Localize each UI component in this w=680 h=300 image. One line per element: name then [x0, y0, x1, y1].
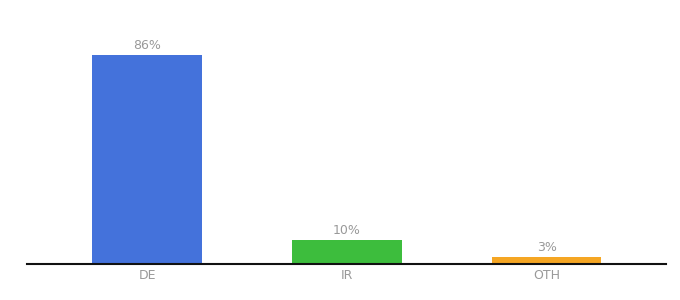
Text: 86%: 86% [133, 39, 161, 52]
Text: 3%: 3% [537, 241, 556, 254]
Bar [492, 257, 602, 264]
Text: 10%: 10% [333, 224, 360, 237]
Bar [92, 55, 202, 264]
Bar [292, 240, 402, 264]
